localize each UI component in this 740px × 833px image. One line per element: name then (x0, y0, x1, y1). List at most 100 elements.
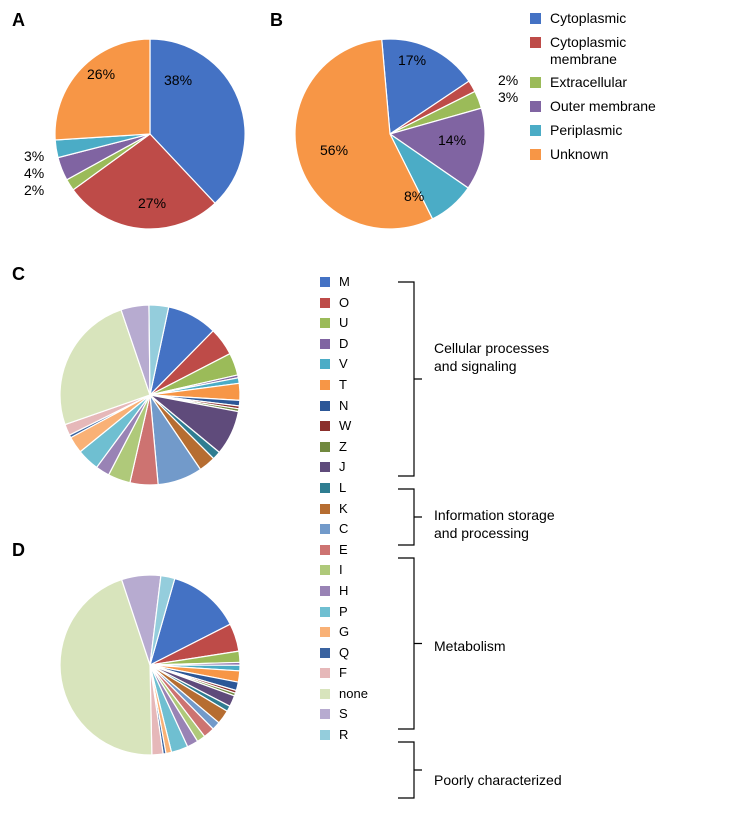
legend-label: W (339, 418, 351, 434)
legend-swatch (530, 77, 541, 88)
legend-label: D (339, 336, 348, 352)
legend-label: Outer membrane (550, 98, 656, 115)
legend-swatch (320, 627, 330, 637)
legend-item: H (320, 583, 368, 599)
legend-swatch (320, 668, 330, 678)
group-label-0: Cellular processesand signaling (434, 340, 549, 375)
legend-label: T (339, 377, 347, 393)
legend-item: C (320, 521, 368, 537)
legend-label: Periplasmic (550, 122, 622, 139)
legend-label: R (339, 727, 348, 743)
slice-label-a-outermem: 4% (24, 165, 44, 181)
legend-swatch (320, 730, 330, 740)
panel-label-a: A (12, 10, 25, 31)
legend-item: V (320, 356, 368, 372)
legend-label: P (339, 604, 348, 620)
legend-swatch (320, 648, 330, 658)
legend-label: none (339, 686, 368, 702)
legend-label: S (339, 706, 348, 722)
bracket (398, 282, 422, 476)
legend-swatch (320, 709, 330, 719)
slice-label-b-outermem: 14% (438, 132, 466, 148)
legend-swatch (320, 277, 330, 287)
legend-swatch (320, 401, 330, 411)
legend-item: none (320, 686, 368, 702)
legend-swatch (320, 689, 330, 699)
legend-swatch (320, 524, 330, 534)
slice-label-a-extracellular: 2% (24, 182, 44, 198)
slice-label-b-extracellular: 3% (498, 89, 518, 105)
legend-label: F (339, 665, 347, 681)
legend-item: Z (320, 439, 368, 455)
legend-item: Outer membrane (530, 98, 656, 115)
legend-label: V (339, 356, 348, 372)
pie-chart-d (55, 570, 245, 760)
legend-label: C (339, 521, 348, 537)
legend-swatch (320, 298, 330, 308)
legend-label: K (339, 501, 348, 517)
pie-slice (55, 39, 150, 140)
panel-label-b: B (270, 10, 283, 31)
legend-item: M (320, 274, 368, 290)
legend-swatch (320, 545, 330, 555)
legend-label: Unknown (550, 146, 608, 163)
legend-swatch (530, 13, 541, 24)
legend-item: L (320, 480, 368, 496)
legend-swatch (320, 462, 330, 472)
legend-label: Cytoplasmic (550, 10, 626, 27)
legend-item: W (320, 418, 368, 434)
legend-label: M (339, 274, 350, 290)
legend-swatch (320, 504, 330, 514)
legend-item: G (320, 624, 368, 640)
bracket (398, 742, 422, 798)
figure: A B C D 38% 27% 2% 4% 3% 26% 17% 2% 3% 1… (10, 10, 730, 823)
legend-item: Periplasmic (530, 122, 656, 139)
legend-item: R (320, 727, 368, 743)
legend-swatch (320, 380, 330, 390)
legend-item: Unknown (530, 146, 656, 163)
legend-item: D (320, 336, 368, 352)
legend-label: E (339, 542, 348, 558)
legend-swatch (320, 339, 330, 349)
bracket (398, 489, 422, 545)
legend-label: U (339, 315, 348, 331)
legend-label: Q (339, 645, 349, 661)
group-label-1: Information storageand processing (434, 507, 555, 542)
legend-swatch (320, 318, 330, 328)
legend-swatch (530, 37, 541, 48)
legend-item: S (320, 706, 368, 722)
legend-item: Cytoplasmic (530, 10, 656, 27)
legend-swatch (320, 359, 330, 369)
group-label-3: Poorly characterized (434, 772, 562, 790)
slice-label-b-cytoplasmic: 17% (398, 52, 426, 68)
legend-item: Extracellular (530, 74, 656, 91)
slice-label-a-cytoplasmic: 38% (164, 72, 192, 88)
pie-chart-a (45, 24, 255, 244)
bracket (398, 558, 422, 729)
legend-ab: Cytoplasmic Cytoplasmicmembrane Extracellu… (530, 10, 656, 170)
legend-swatch (530, 101, 541, 112)
legend-item: E (320, 542, 368, 558)
legend-item: I (320, 562, 368, 578)
slice-label-b-unknown: 56% (320, 142, 348, 158)
legend-label: H (339, 583, 348, 599)
legend-item: J (320, 459, 368, 475)
slice-label-a-unknown: 26% (87, 66, 115, 82)
legend-label: J (339, 459, 346, 475)
legend-item: T (320, 377, 368, 393)
legend-label: I (339, 562, 343, 578)
legend-item: Q (320, 645, 368, 661)
legend-item: O (320, 295, 368, 311)
legend-swatch (320, 565, 330, 575)
legend-swatch (530, 149, 541, 160)
legend-cd: MOUDVTNWZJLKCEIHPGQFnoneSR (320, 274, 368, 748)
slice-label-b-cytomem: 2% (498, 72, 518, 88)
legend-item: F (320, 665, 368, 681)
slice-label-b-periplasmic: 8% (404, 188, 424, 204)
group-label-2: Metabolism (434, 638, 506, 656)
legend-label: Cytoplasmicmembrane (550, 34, 626, 68)
legend-item: P (320, 604, 368, 620)
legend-swatch (320, 421, 330, 431)
panel-label-c: C (12, 264, 25, 285)
legend-swatch (320, 442, 330, 452)
